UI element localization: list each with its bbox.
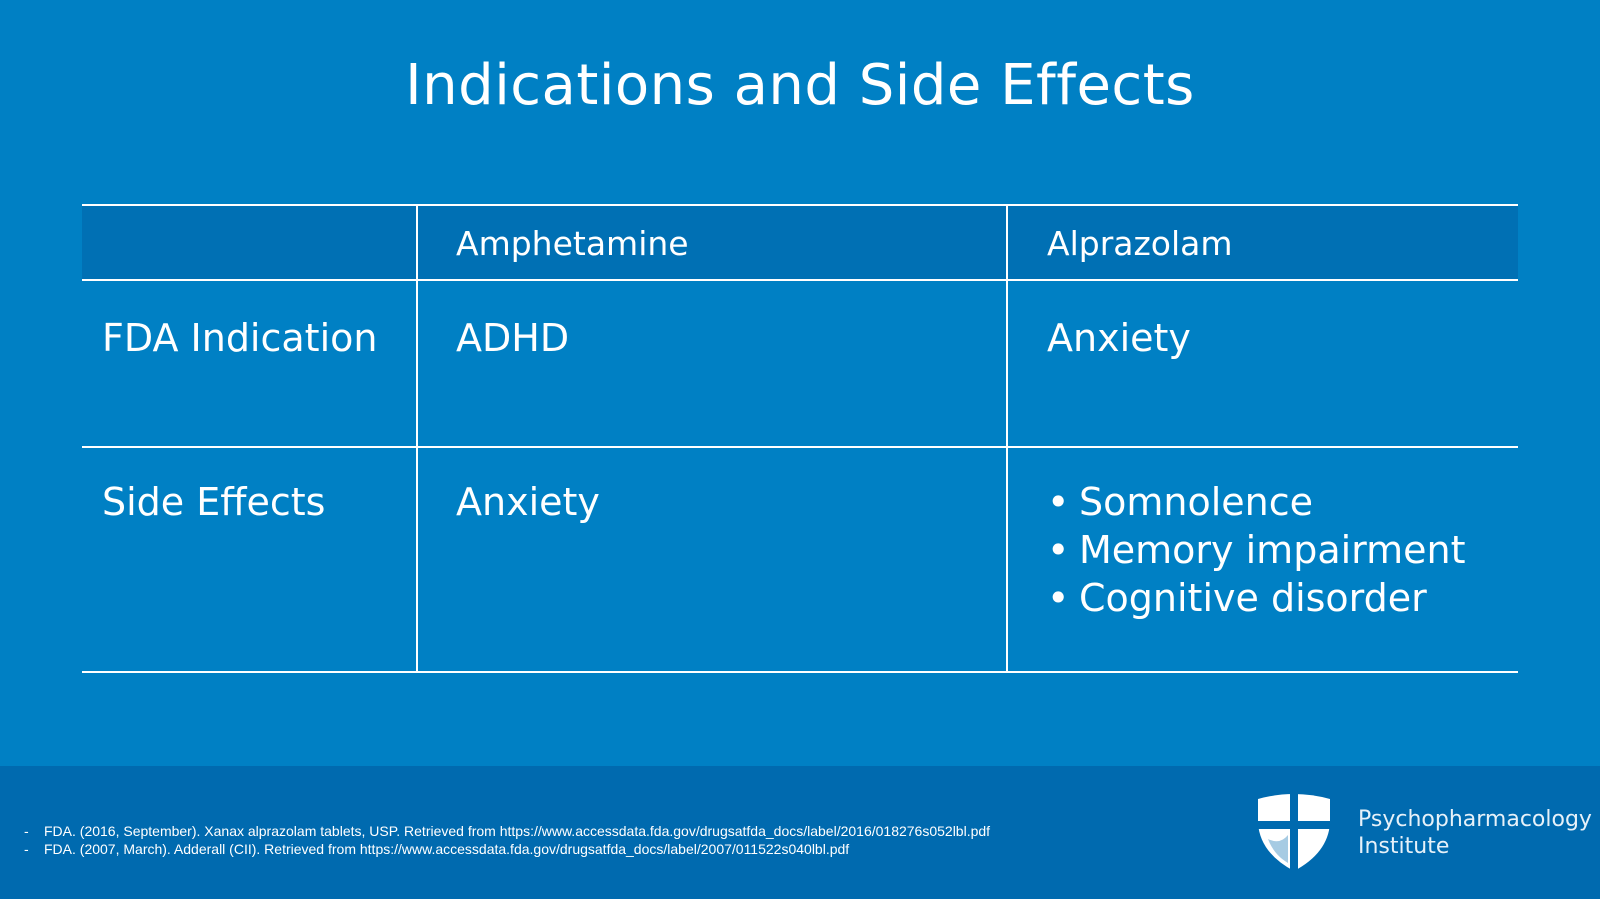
table-top-border xyxy=(82,204,1518,206)
table-row-divider xyxy=(82,446,1518,448)
footer-band xyxy=(0,766,1600,899)
cell-amphetamine-indication: ADHD xyxy=(456,316,570,360)
brand-name: Psychopharmacology Institute xyxy=(1358,806,1592,860)
reference-item: - FDA. (2016, September). Xanax alprazola… xyxy=(24,823,991,839)
bullet-icon: • xyxy=(1047,528,1070,572)
cell-alprazolam-side-effects: • Somnolence • Memory impairment • Cognitiv… xyxy=(1047,478,1466,622)
row-label-side-effects: Side Effects xyxy=(102,480,326,524)
table-column-divider-2 xyxy=(1006,204,1008,673)
list-item: • Memory impairment xyxy=(1047,526,1466,574)
table-header-divider xyxy=(82,279,1518,281)
list-item: • Somnolence xyxy=(1047,478,1466,526)
side-effect-text: Somnolence xyxy=(1079,480,1314,524)
bullet-icon: • xyxy=(1047,576,1070,620)
cell-alprazolam-indication: Anxiety xyxy=(1047,316,1191,360)
reference-item: - FDA. (2007, March). Adderall (CII). Ret… xyxy=(24,841,850,857)
reference-text: FDA. (2007, March). Adderall (CII). Retr… xyxy=(44,841,850,857)
side-effect-text: Cognitive disorder xyxy=(1079,576,1427,620)
shield-cross-icon xyxy=(1254,793,1334,871)
side-effect-text: Memory impairment xyxy=(1079,528,1466,572)
table-column-divider-1 xyxy=(416,204,418,673)
slide-title: Indications and Side Effects xyxy=(405,53,1195,118)
row-label-fda-indication: FDA Indication xyxy=(102,316,378,360)
references-list: - FDA. (2016, September). Xanax alprazola… xyxy=(24,822,990,858)
reference-text: FDA. (2016, September). Xanax alprazolam… xyxy=(44,823,991,839)
column-header-alprazolam: Alprazolam xyxy=(1047,224,1233,263)
table-bottom-border xyxy=(82,671,1518,673)
table-header-band xyxy=(82,206,1518,279)
brand-line-1: Psychopharmacology xyxy=(1358,807,1592,832)
column-header-amphetamine: Amphetamine xyxy=(456,224,689,263)
brand-line-2: Institute xyxy=(1358,834,1450,859)
bullet-icon: • xyxy=(1047,480,1070,524)
cell-amphetamine-side-effects: Anxiety xyxy=(456,480,600,524)
list-item: • Cognitive disorder xyxy=(1047,574,1466,622)
